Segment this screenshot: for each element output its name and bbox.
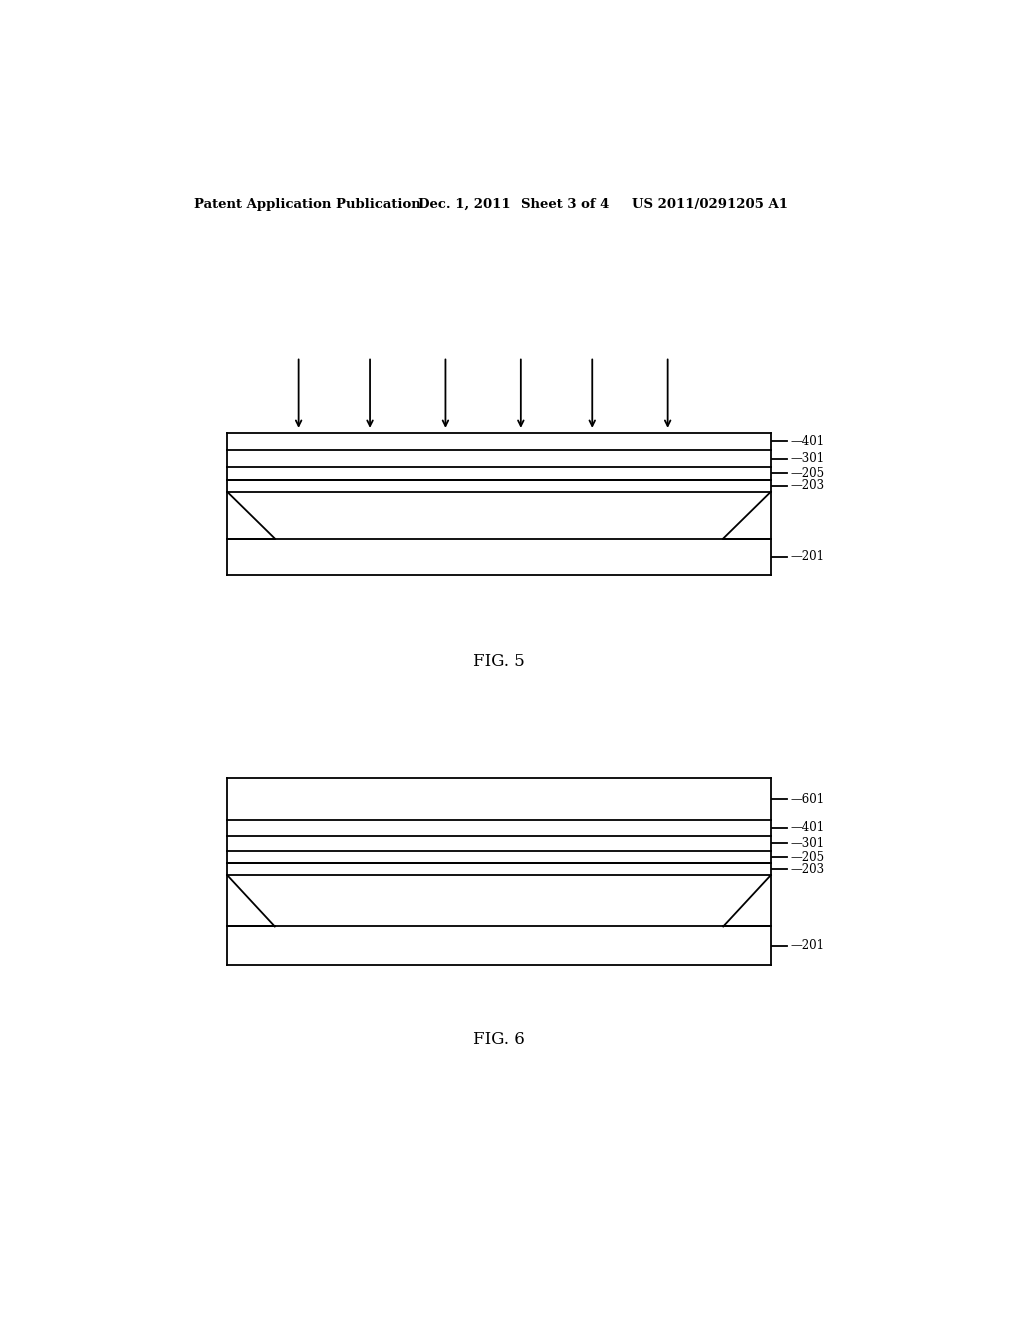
Text: —601: —601	[791, 793, 824, 805]
Text: —201: —201	[791, 550, 824, 564]
Text: FIG. 6: FIG. 6	[473, 1031, 525, 1048]
Text: —401: —401	[791, 821, 824, 834]
Text: —401: —401	[791, 436, 824, 447]
Text: Sheet 3 of 4: Sheet 3 of 4	[521, 198, 609, 211]
Text: Patent Application Publication: Patent Application Publication	[194, 198, 421, 211]
Text: —203: —203	[791, 863, 824, 875]
Text: Dec. 1, 2011: Dec. 1, 2011	[418, 198, 510, 211]
Text: —205: —205	[791, 467, 824, 480]
Text: —205: —205	[791, 850, 824, 863]
Text: —301: —301	[791, 837, 824, 850]
Text: FIG. 5: FIG. 5	[473, 653, 525, 671]
Text: —201: —201	[791, 939, 824, 952]
Text: —203: —203	[791, 479, 824, 492]
Text: US 2011/0291205 A1: US 2011/0291205 A1	[632, 198, 787, 211]
Text: —301: —301	[791, 453, 824, 465]
